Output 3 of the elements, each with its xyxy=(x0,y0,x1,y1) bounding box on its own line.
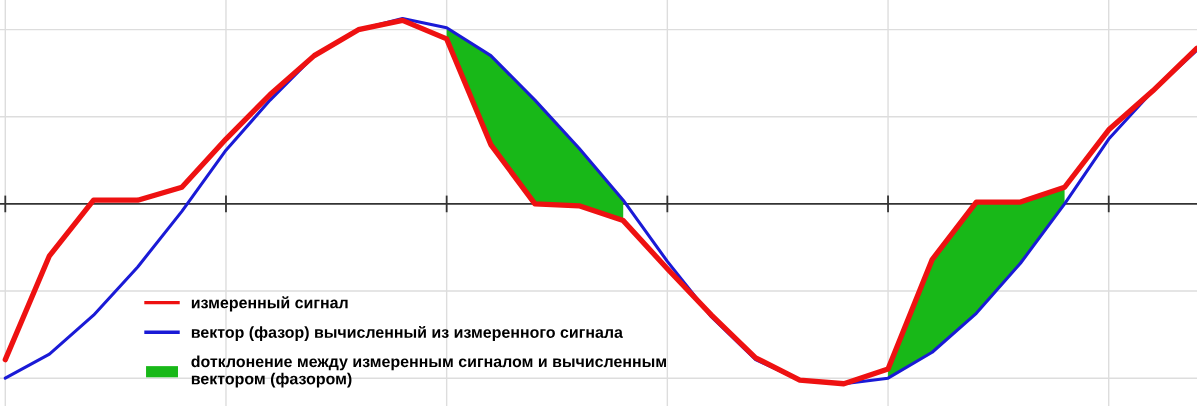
legend-label: вектор (фазор) вычисленный из измеренного сигнала xyxy=(191,325,623,342)
legend-label: dотклонение между измеренным сигналом и вычисленным вектором (фазором) xyxy=(191,355,666,388)
legend-label: измеренный сигнал xyxy=(191,296,348,312)
